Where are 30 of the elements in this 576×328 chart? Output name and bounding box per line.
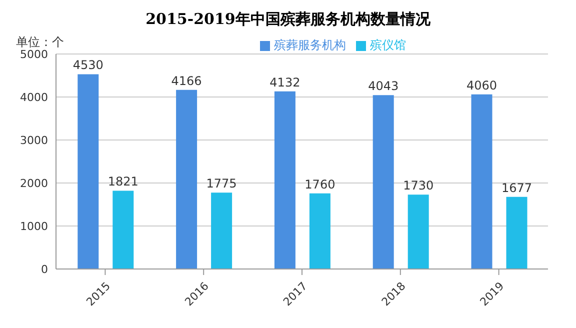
y-tick-label: 5000 — [20, 48, 48, 61]
bar — [274, 91, 296, 269]
bar — [112, 190, 134, 269]
legend-label: 殡仪馆 — [370, 38, 406, 52]
bar — [176, 90, 198, 269]
data-label: 1730 — [403, 178, 434, 193]
data-label: 1677 — [501, 180, 532, 195]
bar — [372, 95, 394, 269]
bar — [309, 193, 330, 269]
chart-title: 2015-2019年中国殡葬服务机构数量情况 — [144, 9, 432, 29]
y-tick-label: 1000 — [20, 220, 48, 233]
data-label: 4132 — [270, 75, 300, 90]
data-label: 4530 — [72, 58, 104, 72]
text: 单位：个 — [16, 34, 64, 50]
bar — [211, 192, 232, 269]
data-label: 4043 — [368, 79, 399, 94]
data-label: 1775 — [206, 176, 237, 191]
y-tick-label: 4000 — [20, 90, 48, 104]
y-tick-label: 2000 — [20, 176, 48, 190]
bar — [471, 94, 492, 269]
data-label: 1760 — [304, 177, 336, 192]
legend-label: 殡葬服务机构 — [274, 38, 346, 52]
data-label: 1821 — [108, 174, 138, 189]
bar — [78, 74, 99, 269]
bar — [408, 194, 429, 269]
data-label: 4166 — [171, 74, 202, 88]
y-tick-label: 0 — [41, 262, 48, 276]
data-label: 4060 — [466, 78, 498, 92]
y-tick-label: 3000 — [20, 134, 48, 147]
bar — [506, 196, 528, 269]
